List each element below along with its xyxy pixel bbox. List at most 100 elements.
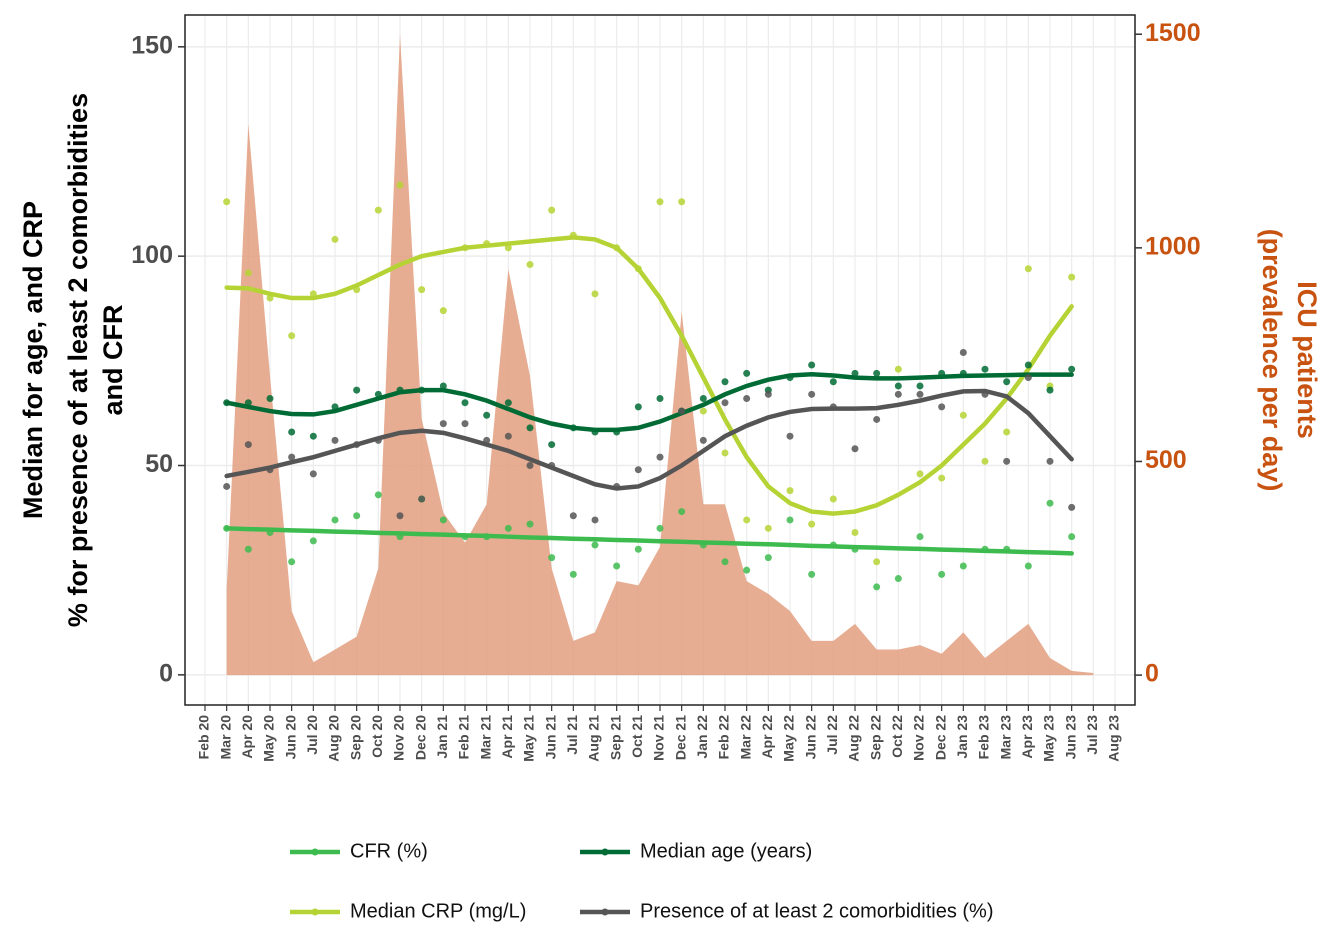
data-point [591, 290, 599, 298]
legend-dot [601, 908, 609, 916]
y2-tick-label: 1500 [1145, 19, 1201, 47]
data-point [634, 403, 642, 411]
x-tick-label: Aug 23 [1106, 715, 1122, 762]
data-point [1046, 499, 1054, 507]
x-tick-label: Feb 23 [976, 715, 992, 760]
data-point [656, 395, 664, 403]
data-point [461, 420, 469, 428]
data-point [916, 382, 924, 390]
data-point [309, 537, 317, 545]
data-point [244, 269, 252, 277]
data-point [699, 407, 707, 415]
x-tick-label: Mar 23 [997, 715, 1013, 760]
data-point [656, 524, 664, 532]
data-point [808, 520, 816, 528]
data-point [569, 512, 577, 520]
data-point [331, 516, 339, 524]
data-point [873, 415, 881, 423]
data-point [331, 436, 339, 444]
legend-dot [311, 908, 319, 916]
data-point [1003, 457, 1011, 465]
data-point [483, 411, 491, 419]
data-point [591, 541, 599, 549]
data-point [894, 365, 902, 373]
data-point [873, 369, 881, 377]
y2-tick-label: 500 [1145, 446, 1187, 474]
data-point [548, 554, 556, 562]
data-point [916, 470, 924, 478]
data-point [938, 403, 946, 411]
data-point [829, 495, 837, 503]
data-point [1068, 273, 1076, 281]
data-point [699, 436, 707, 444]
data-point [244, 545, 252, 553]
data-point [743, 566, 751, 574]
x-tick-label: Feb 22 [716, 715, 732, 760]
data-point [1068, 365, 1076, 373]
data-point [396, 181, 404, 189]
x-tick-label: Oct 22 [889, 715, 905, 758]
data-point [1003, 428, 1011, 436]
data-point [439, 420, 447, 428]
data-point [678, 407, 686, 415]
y2-axis-title: ICU patients [1292, 281, 1322, 439]
legend-label: Median CRP (mg/L) [350, 900, 526, 922]
y2-tick-label: 1000 [1145, 232, 1201, 260]
data-point [548, 441, 556, 449]
data-point [721, 399, 729, 407]
x-tick-label: Dec 22 [932, 715, 948, 760]
x-tick-label: Oct 20 [369, 715, 385, 758]
data-point [1024, 562, 1032, 570]
data-point [916, 533, 924, 541]
x-tick-label: Aug 22 [846, 715, 862, 762]
data-point [439, 307, 447, 315]
trend-line [224, 526, 1074, 556]
data-point [418, 495, 426, 503]
data-point [894, 575, 902, 583]
data-point [613, 562, 621, 570]
data-point [938, 570, 946, 578]
data-point [786, 432, 794, 440]
data-point [808, 570, 816, 578]
data-point [591, 516, 599, 524]
data-point [309, 470, 317, 478]
data-point [873, 558, 881, 566]
data-point [418, 286, 426, 294]
x-tick-label: Apr 21 [499, 715, 515, 759]
data-point [223, 482, 231, 490]
y-axis-title: Median for age, and CRP [18, 201, 48, 519]
trend-line [224, 235, 1074, 516]
data-point [353, 386, 361, 394]
data-point [808, 390, 816, 398]
data-point [959, 411, 967, 419]
x-tick-label: Jun 21 [542, 715, 558, 760]
x-tick-label: Mar 22 [737, 715, 753, 760]
data-point [894, 390, 902, 398]
x-tick-label: Apr 20 [239, 715, 255, 759]
data-point [959, 348, 967, 356]
data-point [764, 554, 772, 562]
data-point [873, 583, 881, 591]
data-point [244, 441, 252, 449]
x-tick-label: May 21 [521, 715, 537, 762]
data-point [764, 524, 772, 532]
x-tick-label: Jun 23 [1062, 715, 1078, 760]
data-point [1046, 457, 1054, 465]
data-point [266, 395, 274, 403]
x-tick-label: Jun 22 [802, 715, 818, 760]
data-point [1024, 265, 1032, 273]
data-point [396, 512, 404, 520]
x-tick-label: Mar 21 [477, 715, 493, 760]
x-tick-label: Aug 21 [586, 715, 602, 762]
x-tick-label: Apr 23 [1019, 715, 1035, 759]
y-axis-title: and CFR [98, 305, 128, 416]
x-tick-label: Jun 20 [282, 715, 298, 760]
data-point [288, 558, 296, 566]
x-tick-label: Oct 21 [629, 715, 645, 758]
data-point [504, 432, 512, 440]
x-tick-label: Jul 21 [564, 715, 580, 755]
data-point [721, 558, 729, 566]
data-point [721, 449, 729, 457]
data-point [959, 562, 967, 570]
